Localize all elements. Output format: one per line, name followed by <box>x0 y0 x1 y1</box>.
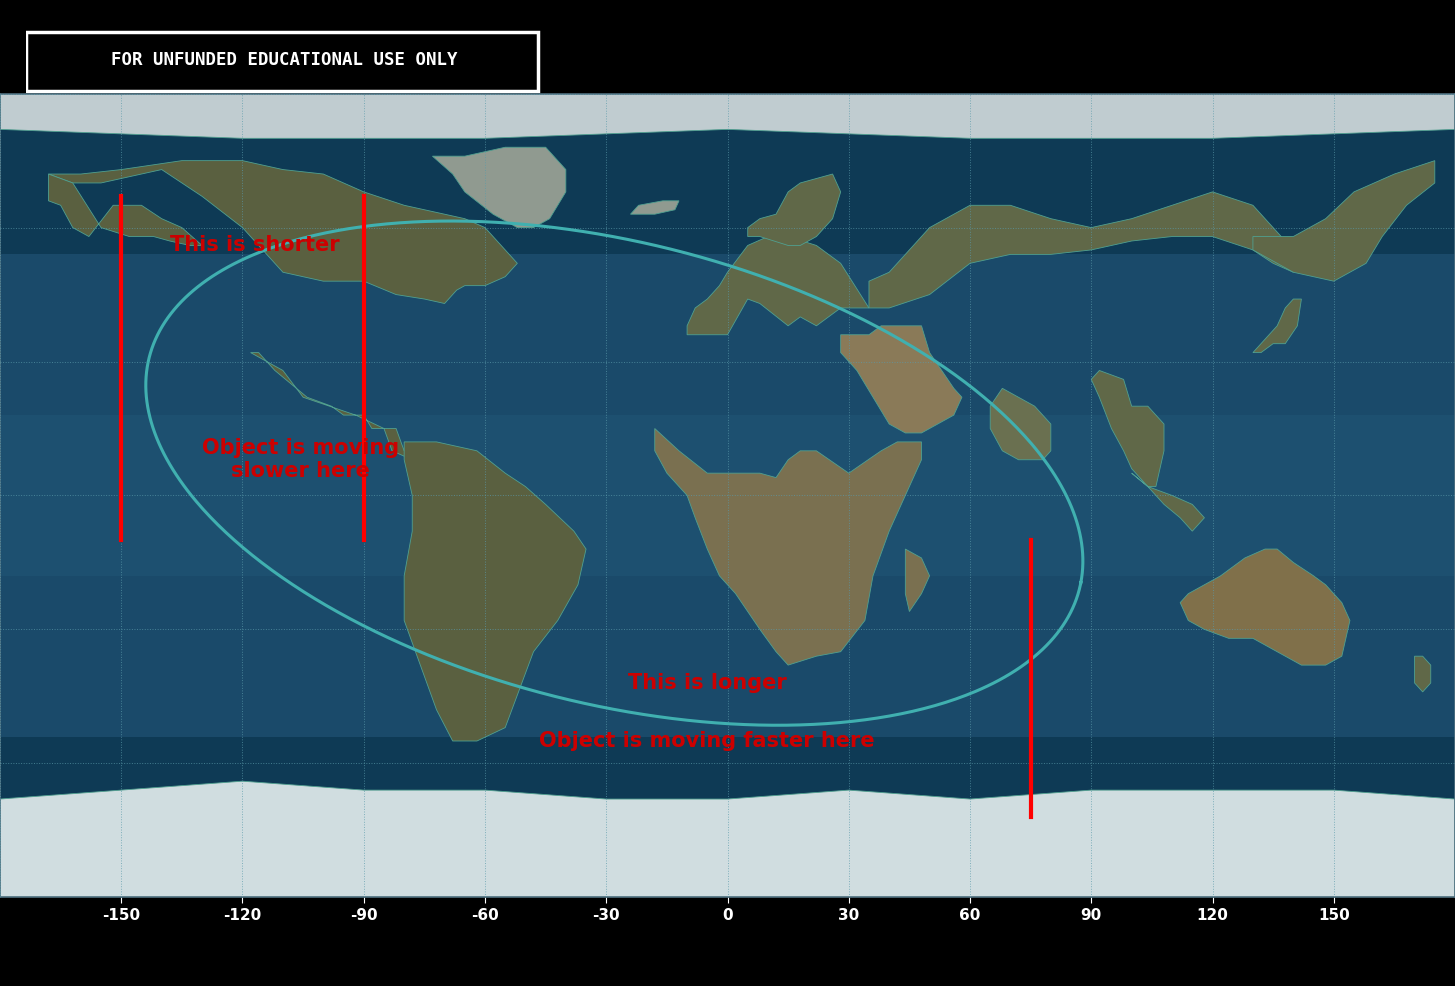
Text: Object is moving faster here: Object is moving faster here <box>540 731 874 751</box>
Polygon shape <box>841 325 962 433</box>
Text: Object is moving
slower here: Object is moving slower here <box>202 438 399 481</box>
Polygon shape <box>1253 299 1301 353</box>
Polygon shape <box>250 353 425 459</box>
Polygon shape <box>48 174 202 246</box>
Bar <box>0 415 1455 576</box>
Polygon shape <box>48 161 518 304</box>
Bar <box>0 254 1455 415</box>
Polygon shape <box>655 429 921 666</box>
Polygon shape <box>991 388 1051 459</box>
Polygon shape <box>630 201 679 214</box>
Polygon shape <box>1253 161 1435 281</box>
Text: This is shorter: This is shorter <box>170 236 339 255</box>
Polygon shape <box>869 192 1293 308</box>
FancyBboxPatch shape <box>26 33 537 91</box>
Text: This is longer: This is longer <box>629 673 787 693</box>
Text: FOR UNFUNDED EDUCATIONAL USE ONLY: FOR UNFUNDED EDUCATIONAL USE ONLY <box>111 51 458 69</box>
Polygon shape <box>404 442 586 741</box>
Polygon shape <box>1091 371 1164 486</box>
Polygon shape <box>905 549 930 611</box>
Bar <box>0 94 1455 254</box>
Polygon shape <box>0 94 1455 138</box>
Polygon shape <box>0 781 1455 897</box>
Polygon shape <box>748 174 841 246</box>
Polygon shape <box>432 147 566 228</box>
Bar <box>0 576 1455 737</box>
Polygon shape <box>1180 549 1350 666</box>
Bar <box>0 737 1455 897</box>
Polygon shape <box>1132 473 1205 531</box>
Polygon shape <box>687 237 869 335</box>
Polygon shape <box>1414 657 1430 692</box>
